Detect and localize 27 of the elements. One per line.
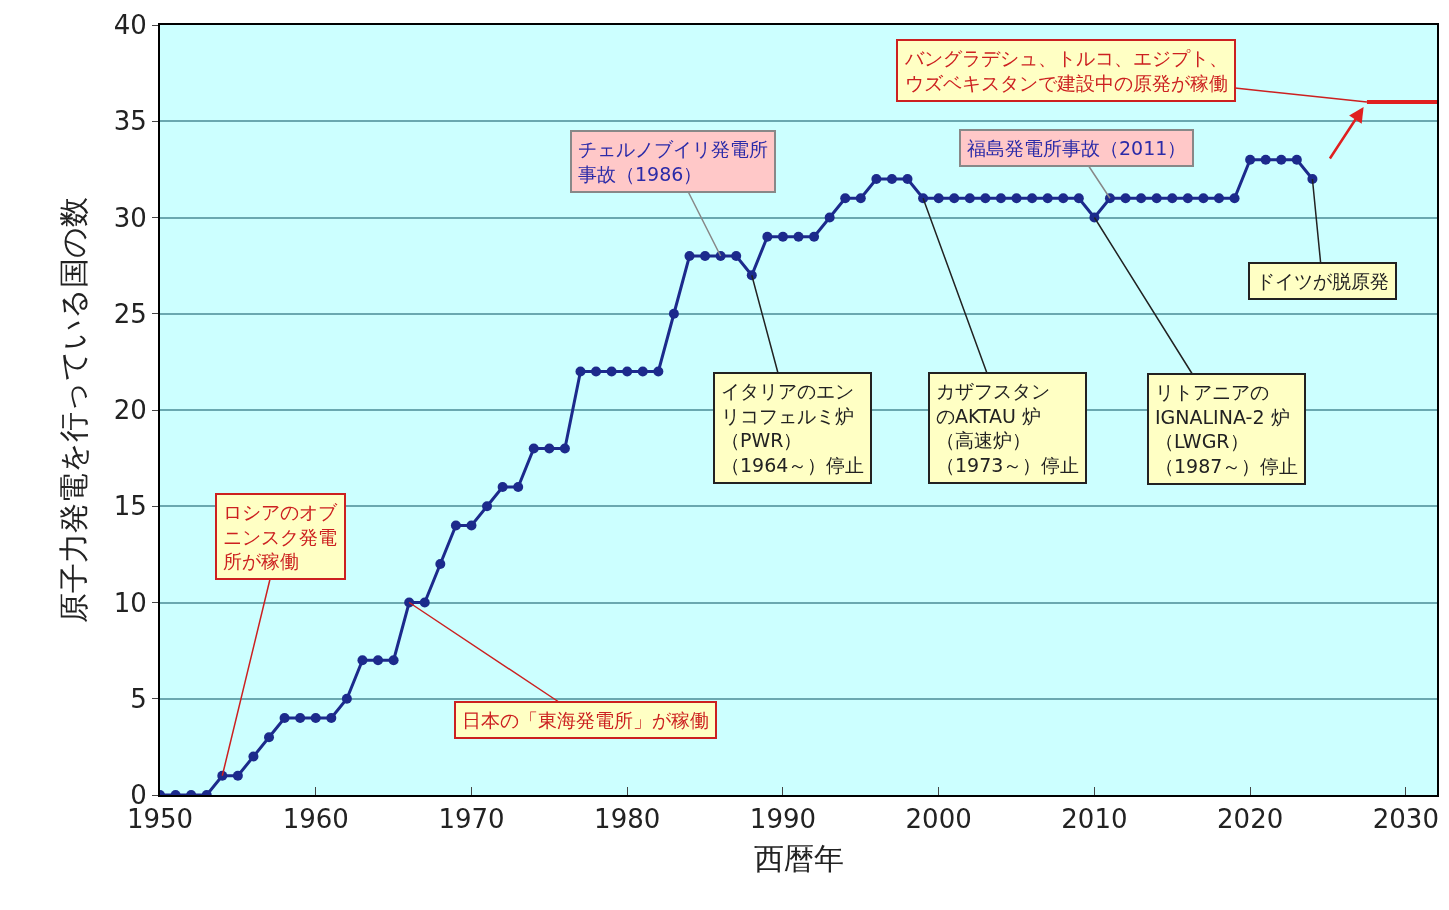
x-tick-label: 2030 (1372, 804, 1439, 835)
x-tick-label: 1980 (594, 804, 661, 835)
annotation: バングラデシュ、トルコ、エジプト、ウズベキスタンで建設中の原発が稼働 (904, 47, 1228, 94)
x-tick-label: 2000 (905, 804, 972, 835)
x-axis-title: 西暦年 (753, 841, 844, 877)
annotation: リトアニアのIGNALINA-2 炉（LWGR）（1987～）停止 (1155, 381, 1299, 478)
x-tick-label: 2010 (1061, 804, 1128, 835)
annotation: ドイツが脱原発 (1256, 270, 1389, 292)
y-tick-label: 25 (113, 298, 147, 329)
y-tick-label: 30 (113, 202, 147, 233)
x-tick-label: 1960 (282, 804, 349, 835)
y-tick-label: 10 (113, 587, 147, 618)
annotation: カザフスタンのAKTAU 炉（高速炉）（1973～）停止 (936, 380, 1080, 477)
annotation: 日本の「東海発電所」が稼働 (462, 709, 709, 731)
x-tick-label: 2020 (1217, 804, 1284, 835)
x-tick-label: 1990 (749, 804, 817, 835)
y-axis-title: 原子力発電を行っている国の数 (56, 197, 92, 623)
annotation: ロシアのオブニンスク発電所が稼働 (223, 501, 338, 573)
annotation: 福島発電所事故（2011） (967, 137, 1187, 159)
y-tick-label: 5 (130, 683, 147, 714)
annotation: チェルノブイリ発電所事故（1986） (578, 138, 768, 185)
y-tick-label: 20 (113, 395, 147, 426)
x-tick-label: 1970 (438, 804, 505, 835)
y-tick-label: 35 (113, 106, 147, 137)
y-tick-label: 40 (113, 10, 147, 41)
annotation: イタリアのエンリコフェルミ炉（PWR）（1964～）停止 (721, 380, 865, 477)
y-tick-label: 15 (113, 491, 147, 522)
